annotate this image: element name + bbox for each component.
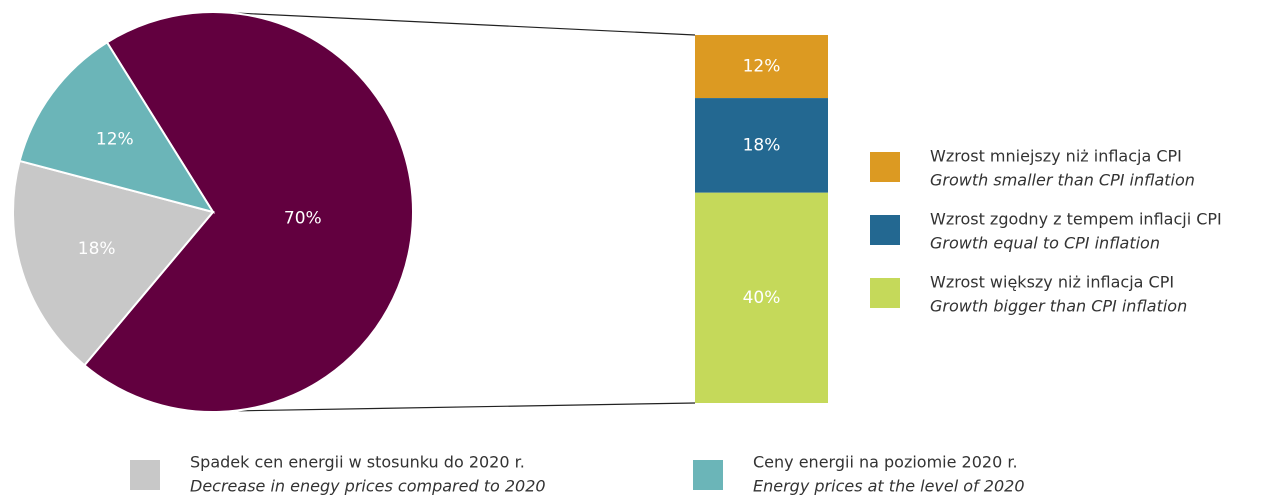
connector <box>229 402 696 412</box>
legend-label-en: Energy prices at the level of 2020 <box>753 477 1025 496</box>
bar-segment <box>695 35 828 99</box>
legend-swatch <box>870 152 900 182</box>
segment-label: 12% <box>743 57 781 77</box>
legend-swatch <box>870 215 900 245</box>
pie-slice <box>83 11 414 413</box>
slice-label: 12% <box>96 130 134 150</box>
legend-label-en: Growth equal to CPI inflation <box>930 234 1160 253</box>
bar-segment <box>695 98 828 193</box>
pie-slice <box>12 159 215 367</box>
pie-slice <box>18 41 216 214</box>
segment-label: 40% <box>743 288 781 308</box>
legend-label: Wzrost mniejszy niż inflacja CPI <box>930 147 1182 166</box>
slice-label: 70% <box>284 208 322 228</box>
segment-label: 18% <box>743 135 781 155</box>
bar-segment <box>695 192 828 403</box>
legend-swatch <box>693 460 723 490</box>
legend-label: Ceny energii na poziomie 2020 r. <box>753 453 1018 472</box>
connector <box>234 12 696 36</box>
legend-label: Wzrost większy niż inflacja CPI <box>930 273 1174 292</box>
legend-swatch <box>130 460 160 490</box>
slice-label: 18% <box>78 239 116 259</box>
legend-label-en: Growth smaller than CPI inflation <box>930 171 1195 190</box>
legend-label: Spadek cen energii w stosunku do 2020 r. <box>190 453 525 472</box>
legend-label-en: Growth bigger than CPI inflation <box>930 297 1187 316</box>
legend-label-en: Decrease in enegy prices compared to 202… <box>190 477 546 496</box>
legend-swatch <box>870 278 900 308</box>
legend-label: Wzrost zgodny z tempem inflacji CPI <box>930 210 1222 229</box>
